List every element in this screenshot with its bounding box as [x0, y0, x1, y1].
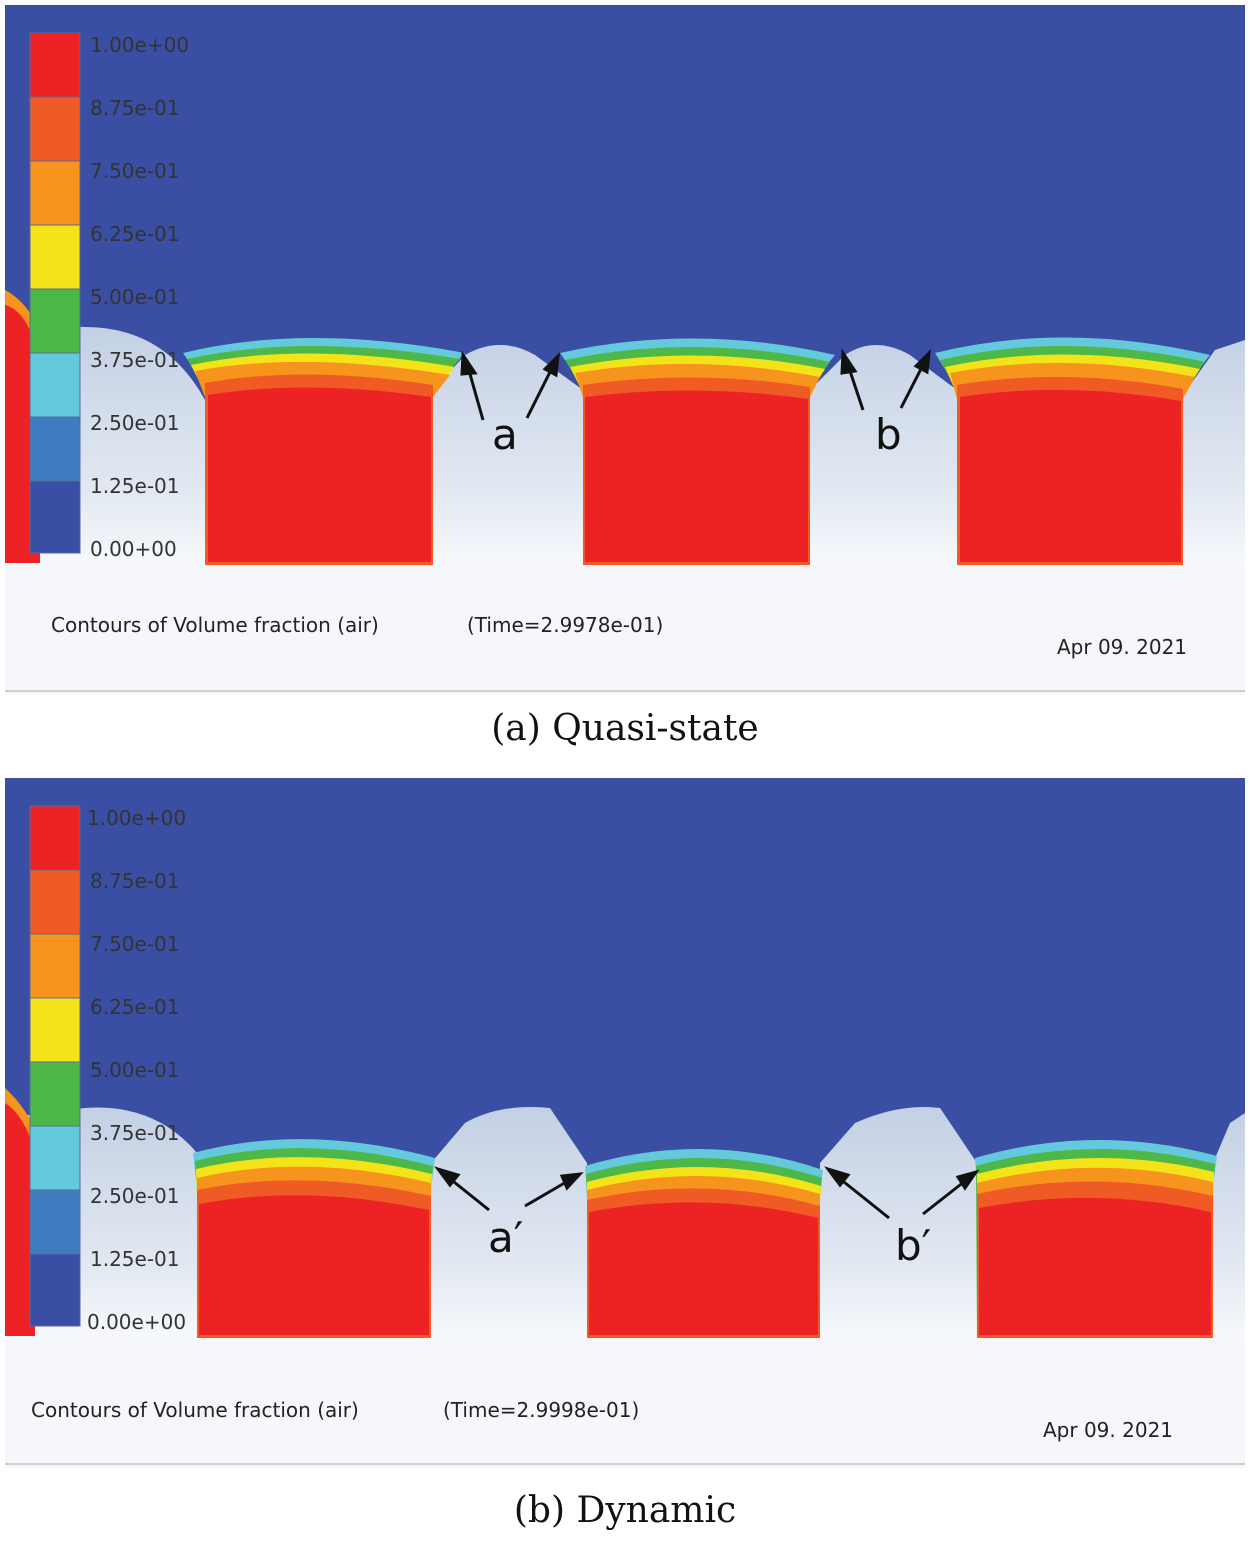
- legend-tick: 6.25e-01: [90, 222, 180, 246]
- panel-quasi-state: 1.00e+00 8.75e-01 7.50e-01 6.25e-01 5.00…: [5, 5, 1245, 695]
- contour-plot-b: [5, 778, 1245, 1468]
- legend-tick: 1.25e-01: [90, 474, 180, 498]
- legend-tick: 8.75e-01: [90, 869, 180, 893]
- annotation-label-left: a′: [488, 1213, 524, 1262]
- caption-b: (b) Dynamic: [513, 1490, 737, 1531]
- footer-region: [5, 1338, 1245, 1468]
- plot-title: Contours of Volume fraction (air): [31, 1398, 359, 1422]
- trough-1-interface: [193, 1139, 435, 1338]
- annotation-label-right: b: [875, 410, 902, 459]
- legend-colorbar: [29, 32, 81, 554]
- legend-colorbar: [29, 805, 81, 1327]
- legend-tick: 2.50e-01: [90, 1184, 180, 1208]
- annotation-arrows-b: [434, 1166, 980, 1220]
- legend-tick: 1.25e-01: [90, 1247, 180, 1271]
- legend-tick: 3.75e-01: [90, 348, 180, 372]
- trough-1-interface: [183, 338, 465, 565]
- legend-tick: 0.00e+00: [87, 1310, 187, 1334]
- plot-title: Contours of Volume fraction (air): [51, 613, 379, 637]
- legend-tick: 6.25e-01: [90, 995, 180, 1019]
- annotation-arrows-a: [460, 348, 931, 421]
- panel-dynamic: 1.00e+00 8.75e-01 7.50e-01 6.25e-01 5.00…: [5, 778, 1245, 1468]
- substrate-solid: [5, 1107, 1245, 1338]
- footer-region: [5, 565, 1245, 695]
- plot-date: Apr 09. 2021: [1057, 635, 1188, 659]
- plot-time: (Time=2.9998e-01): [443, 1398, 640, 1422]
- annotation-label-right: b′: [895, 1221, 932, 1270]
- plot-time: (Time=2.9978e-01): [467, 613, 664, 637]
- trough-3-interface: [975, 1139, 1217, 1338]
- legend-tick: 7.50e-01: [90, 159, 180, 183]
- trough-3-interface: [935, 337, 1210, 565]
- plot-date: Apr 09. 2021: [1043, 1418, 1174, 1442]
- legend-tick: 1.00e+00: [90, 33, 190, 57]
- contour-plot-a: [5, 5, 1245, 695]
- substrate-solid: [5, 326, 1245, 565]
- legend-tick: 3.75e-01: [90, 1121, 180, 1145]
- trough-2-interface: [585, 1148, 823, 1338]
- legend-tick: 8.75e-01: [90, 96, 180, 120]
- legend-tick: 1.00e+00: [87, 806, 187, 830]
- legend-tick: 0.00+00: [90, 537, 177, 561]
- left-liquid: [5, 1088, 35, 1336]
- legend-tick: 7.50e-01: [90, 932, 180, 956]
- legend-tick: 2.50e-01: [90, 411, 180, 435]
- legend-tick: 5.00e-01: [90, 1058, 180, 1082]
- annotation-label-left: a: [492, 410, 518, 459]
- caption-a: (a) Quasi-state: [491, 708, 759, 749]
- legend-tick: 5.00e-01: [90, 285, 180, 309]
- trough-2-interface: [560, 338, 835, 565]
